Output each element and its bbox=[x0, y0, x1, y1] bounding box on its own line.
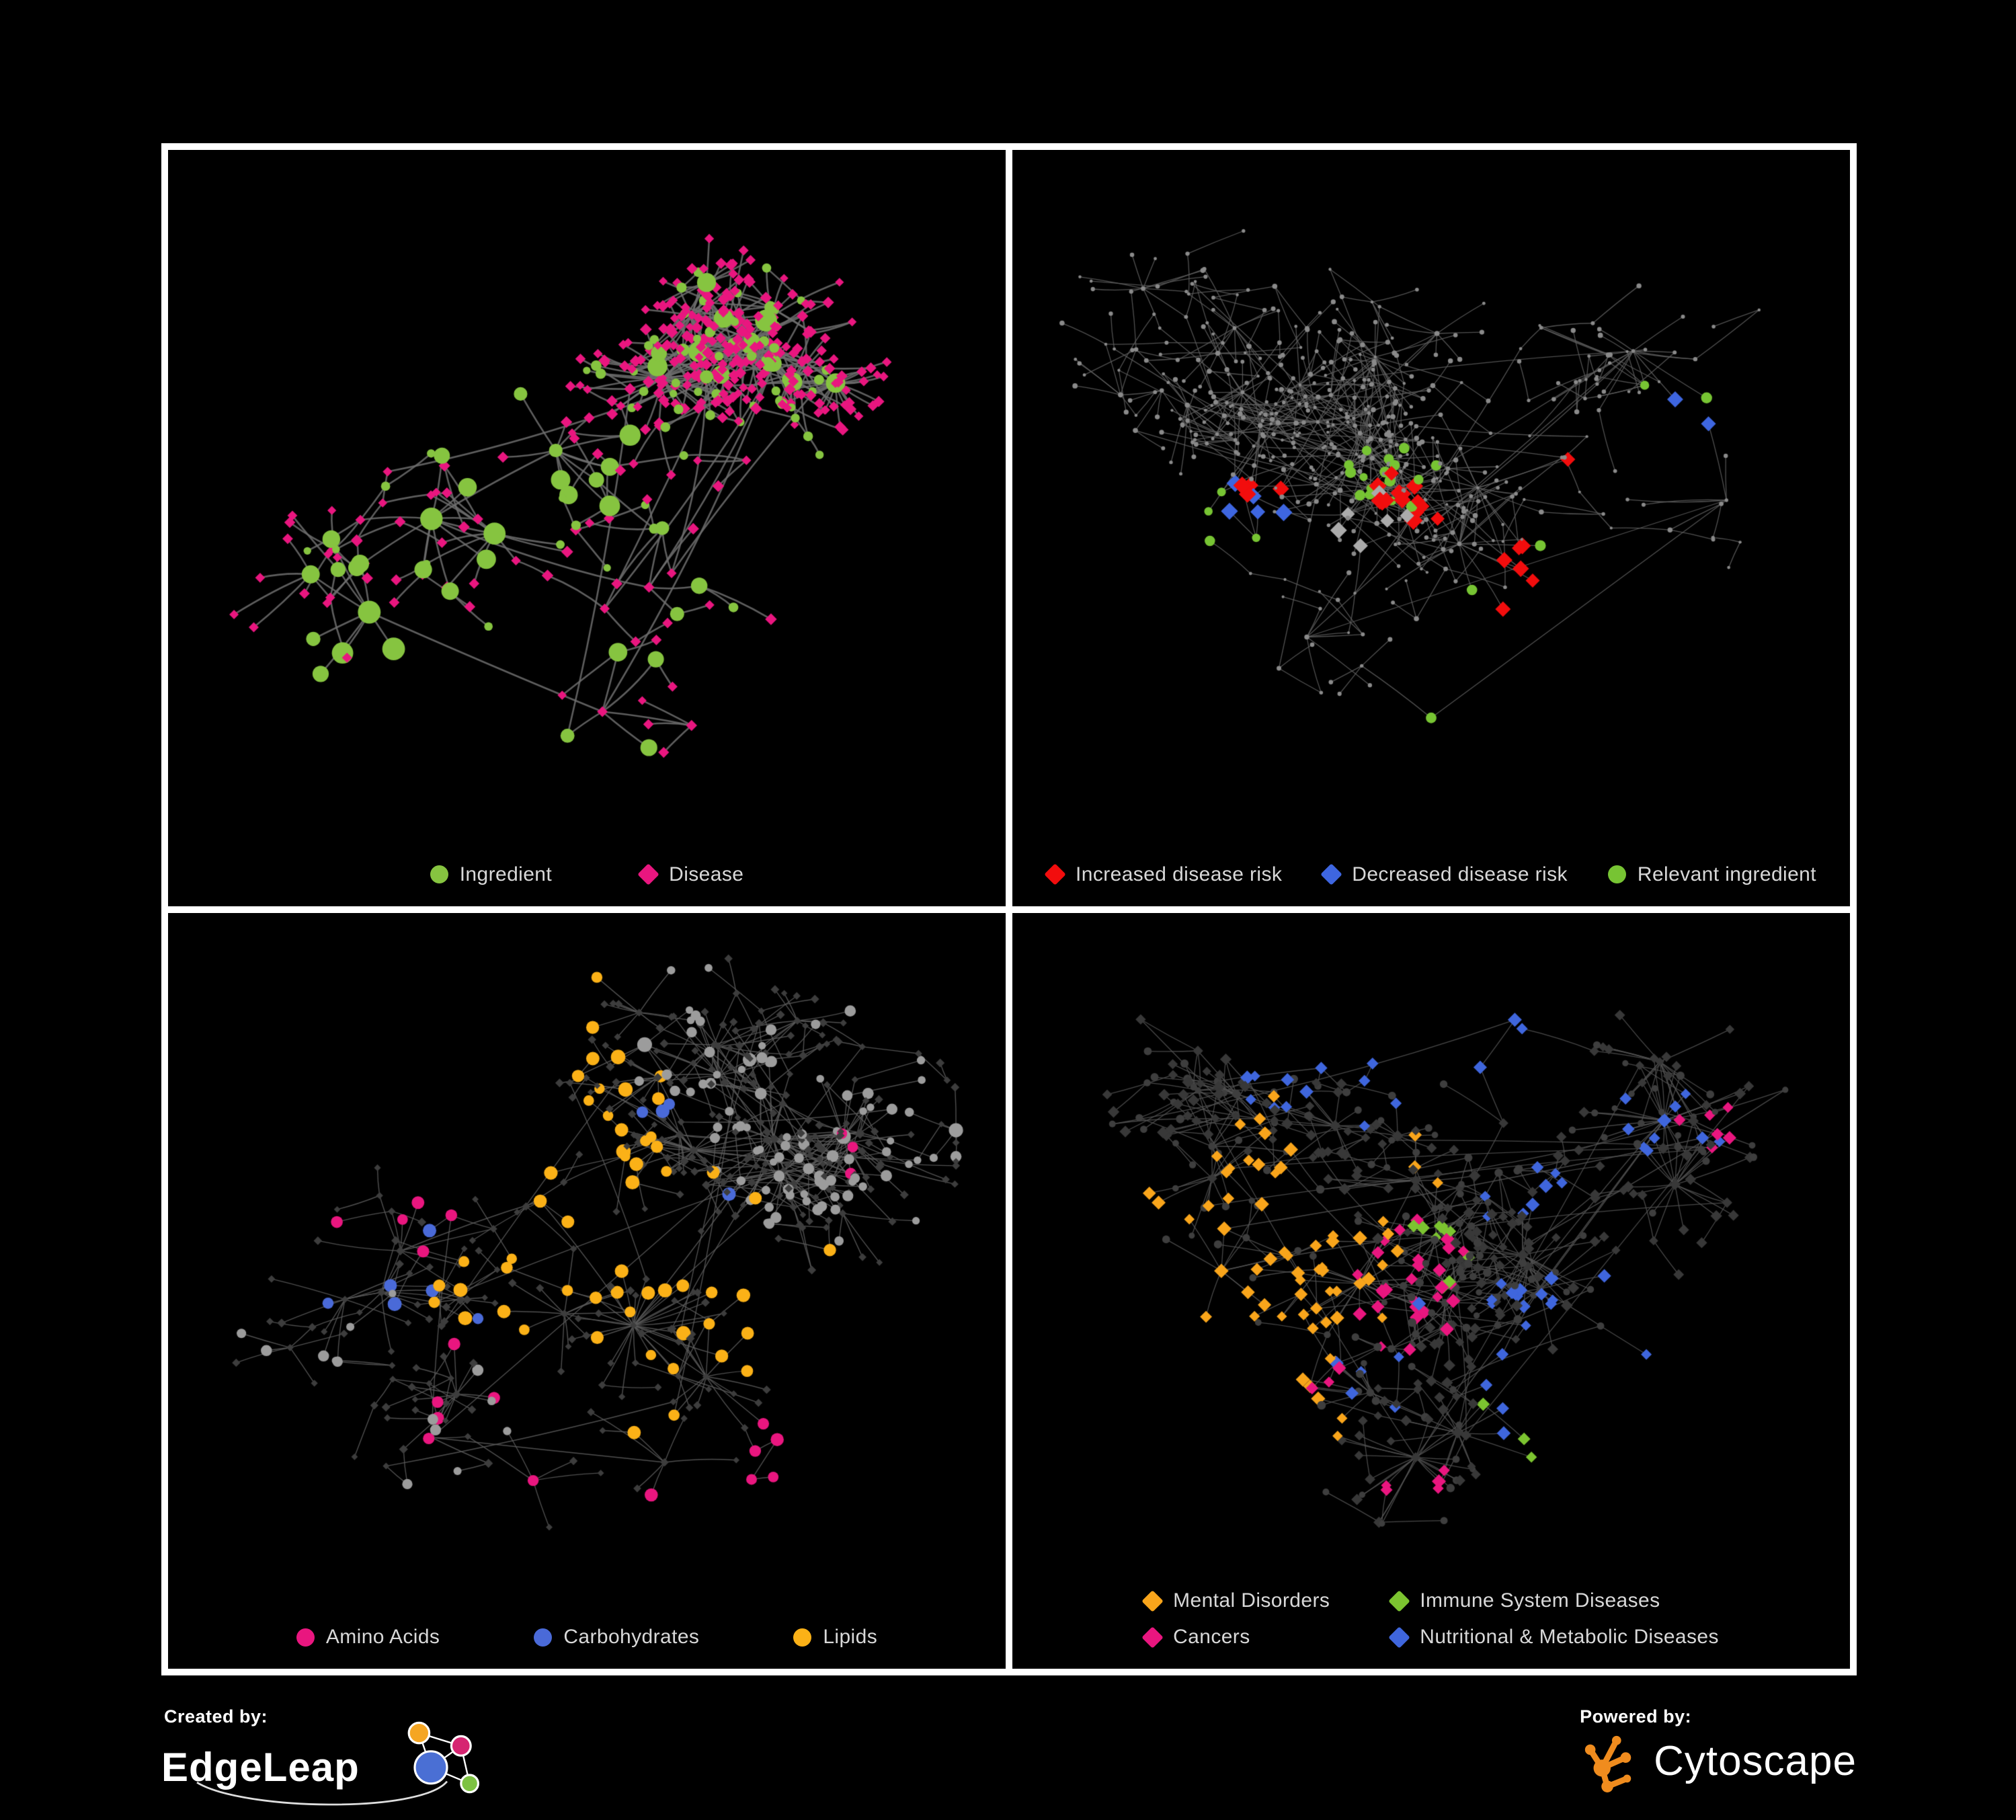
created-by-label: Created by: bbox=[164, 1706, 268, 1727]
legend-disease-risk: Increased disease risk Decreased disease… bbox=[1012, 863, 1850, 886]
edgeleap-logo-icon bbox=[196, 1721, 479, 1806]
panel-disease-categories: Mental Disorders Immune System Diseases … bbox=[1012, 912, 1850, 1669]
legend-item-cancers: Cancers bbox=[1141, 1626, 1330, 1649]
ingredient-circle-icon bbox=[430, 865, 448, 883]
mental-disorders-diamond-icon bbox=[1141, 1589, 1164, 1612]
legend-item-decreased-risk: Decreased disease risk bbox=[1320, 863, 1568, 886]
legend-item-immune-system-diseases: Immune System Diseases bbox=[1388, 1589, 1719, 1612]
nutritional-metabolic-diamond-icon bbox=[1388, 1626, 1411, 1649]
legend-item-relevant-ingredient: Relevant ingredient bbox=[1607, 863, 1816, 886]
cytoscape-logo-text: Cytoscape bbox=[1654, 1738, 1857, 1784]
carbohydrates-circle-icon bbox=[534, 1628, 553, 1647]
network-canvas-ingredient-disease[interactable] bbox=[168, 150, 1006, 826]
legend-label: Mental Disorders bbox=[1173, 1589, 1330, 1612]
increased-risk-diamond-icon bbox=[1044, 863, 1066, 885]
immune-diseases-diamond-icon bbox=[1388, 1589, 1411, 1612]
cancers-diamond-icon bbox=[1141, 1626, 1164, 1649]
legend-label: Disease bbox=[669, 863, 744, 885]
legend-label: Cancers bbox=[1173, 1626, 1250, 1648]
lipids-circle-icon bbox=[793, 1628, 812, 1647]
legend-item-nutritional-metabolic-diseases: Nutritional & Metabolic Diseases bbox=[1388, 1626, 1719, 1649]
legend-item-increased-risk: Increased disease risk bbox=[1044, 863, 1283, 886]
footer: Created by: EdgeLeap Powered by: bbox=[161, 1706, 1857, 1806]
legend-item-amino-acids: Amino Acids bbox=[296, 1626, 440, 1649]
relevant-ingredient-circle-icon bbox=[1607, 865, 1626, 883]
legend-item-disease: Disease bbox=[637, 863, 744, 886]
panel-ingredient-disease: Ingredient Disease bbox=[168, 150, 1006, 906]
legend-label: Ingredient bbox=[459, 863, 553, 885]
legend-ingredient-disease: Ingredient Disease bbox=[168, 863, 1006, 886]
legend-label: Decreased disease risk bbox=[1352, 863, 1568, 885]
legend-item-mental-disorders: Mental Disorders bbox=[1141, 1589, 1330, 1612]
legend-label: Amino Acids bbox=[325, 1626, 440, 1648]
legend-label: Immune System Diseases bbox=[1420, 1589, 1660, 1612]
legend-label: Nutritional & Metabolic Diseases bbox=[1420, 1626, 1719, 1648]
panel-disease-risk: Increased disease risk Decreased disease… bbox=[1012, 150, 1850, 906]
powered-by-label: Powered by: bbox=[1580, 1706, 1692, 1727]
legend-item-lipids: Lipids bbox=[793, 1626, 877, 1649]
edgeleap-credit: Created by: EdgeLeap bbox=[161, 1706, 490, 1806]
decreased-risk-diamond-icon bbox=[1320, 863, 1343, 885]
edgeleap-logo-text: EdgeLeap bbox=[161, 1745, 360, 1790]
legend-label: Carbohydrates bbox=[563, 1626, 700, 1648]
disease-diamond-icon bbox=[637, 863, 659, 885]
legend-disease-categories: Mental Disorders Immune System Diseases … bbox=[1012, 1589, 1850, 1649]
legend-label: Increased disease risk bbox=[1076, 863, 1283, 885]
amino-acids-circle-icon bbox=[296, 1628, 315, 1647]
legend-label: Lipids bbox=[823, 1626, 878, 1648]
legend-nutrient-categories: Amino Acids Carbohydrates Lipids bbox=[168, 1626, 1006, 1649]
legend-item-ingredient: Ingredient bbox=[430, 863, 552, 886]
panel-nutrient-categories: Amino Acids Carbohydrates Lipids bbox=[168, 912, 1006, 1669]
legend-label: Relevant ingredient bbox=[1637, 863, 1816, 885]
network-canvas-nutrient-categories[interactable] bbox=[168, 912, 1006, 1589]
panel-grid: Ingredient Disease Increased disease ris… bbox=[161, 143, 1857, 1675]
network-canvas-disease-risk[interactable] bbox=[1012, 150, 1850, 826]
legend-item-carbohydrates: Carbohydrates bbox=[534, 1626, 699, 1649]
cytoscape-logo-icon bbox=[1584, 1735, 1631, 1792]
cytoscape-credit: Powered by: Cytosc bbox=[1580, 1706, 1857, 1793]
network-canvas-disease-categories[interactable] bbox=[1012, 912, 1850, 1569]
